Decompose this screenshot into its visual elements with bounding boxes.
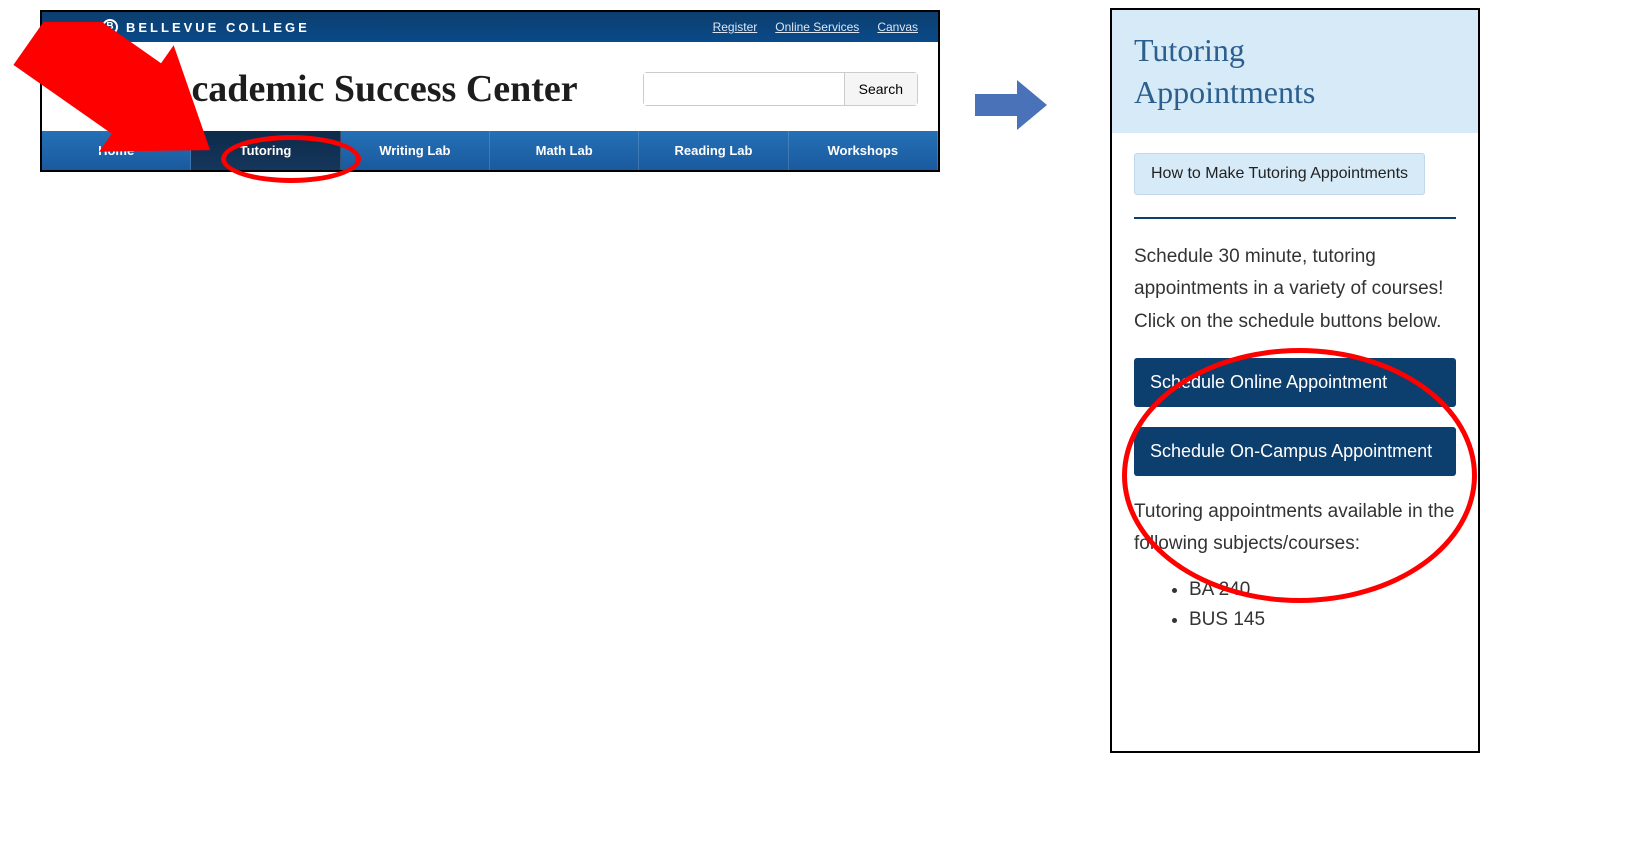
utility-links: Register Online Services Canvas [713, 20, 918, 34]
search-button[interactable]: Search [844, 73, 917, 105]
brand-logo: B BELLEVUE COLLEGE [102, 19, 310, 35]
search-input[interactable] [644, 73, 844, 105]
nav-workshops[interactable]: Workshops [789, 131, 938, 170]
nav-reading-lab[interactable]: Reading Lab [639, 131, 788, 170]
search-form: Search [643, 72, 918, 106]
blue-arrow-annotation [975, 80, 1047, 130]
divider [1134, 217, 1456, 219]
link-canvas[interactable]: Canvas [877, 20, 918, 34]
panel-title-line1: Tutoring [1134, 32, 1245, 68]
course-item: BA 240 [1189, 575, 1456, 605]
schedule-campus-button[interactable]: Schedule On-Campus Appointment [1134, 427, 1456, 476]
top-utility-bar: B BELLEVUE COLLEGE Register Online Servi… [42, 12, 938, 42]
page-title: Academic Success Center [142, 67, 578, 111]
brand-text: BELLEVUE COLLEGE [126, 20, 310, 35]
main-nav: Home Tutoring Writing Lab Math Lab Readi… [42, 131, 938, 170]
link-register[interactable]: Register [713, 20, 758, 34]
panel-title-line2: Appointments [1134, 74, 1315, 110]
tutoring-appointments-panel: Tutoring Appointments How to Make Tutori… [1110, 8, 1480, 753]
panel-body: How to Make Tutoring Appointments Schedu… [1112, 133, 1478, 655]
course-list: BA 240 BUS 145 [1134, 575, 1456, 636]
nav-writing-lab[interactable]: Writing Lab [341, 131, 490, 170]
description-text: Schedule 30 minute, tutoring appointment… [1134, 241, 1456, 338]
nav-math-lab[interactable]: Math Lab [490, 131, 639, 170]
nav-home[interactable]: Home [42, 131, 191, 170]
panel-header: Tutoring Appointments [1112, 10, 1478, 133]
schedule-online-button[interactable]: Schedule Online Appointment [1134, 358, 1456, 407]
website-screenshot: B BELLEVUE COLLEGE Register Online Servi… [40, 10, 940, 172]
course-item: BUS 145 [1189, 605, 1456, 635]
brand-icon: B [102, 19, 118, 35]
header-area: Academic Success Center Search [42, 42, 938, 131]
how-to-button[interactable]: How to Make Tutoring Appointments [1134, 153, 1425, 195]
panel-title: Tutoring Appointments [1134, 30, 1456, 113]
link-online-services[interactable]: Online Services [775, 20, 859, 34]
nav-tutoring[interactable]: Tutoring [191, 131, 340, 170]
availability-text: Tutoring appointments available in the f… [1134, 496, 1456, 561]
